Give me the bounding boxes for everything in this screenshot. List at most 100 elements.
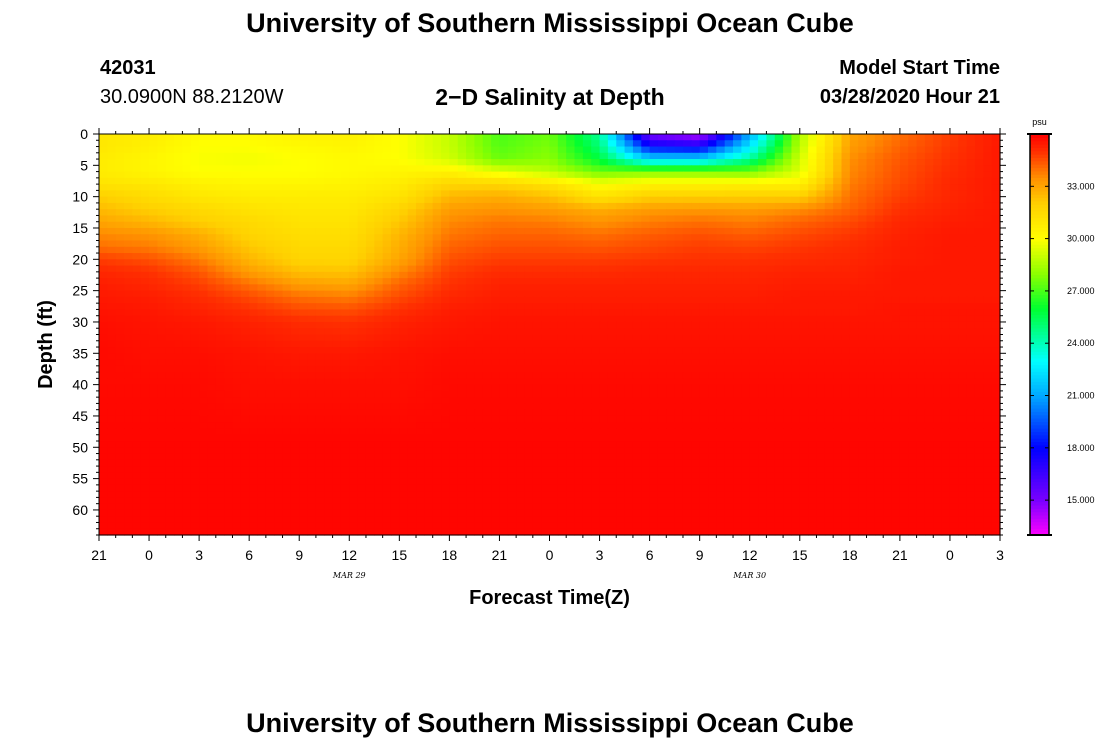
- heatmap-cell: [491, 372, 501, 379]
- heatmap-cell: [165, 221, 175, 229]
- heatmap-cell: [474, 253, 484, 260]
- heatmap-cell: [783, 415, 793, 423]
- heatmap-cell: [866, 221, 876, 229]
- heatmap-cell: [557, 397, 567, 405]
- heatmap-cell: [174, 227, 184, 235]
- heatmap-cell: [390, 290, 400, 298]
- heatmap-cell: [99, 403, 108, 411]
- heatmap-cell: [866, 378, 876, 386]
- heatmap-cell: [582, 171, 592, 179]
- heatmap-cell: [983, 184, 993, 191]
- heatmap-cell: [407, 372, 417, 379]
- heatmap-cell: [616, 227, 626, 235]
- heatmap-cell: [632, 253, 642, 260]
- heatmap-cell: [491, 309, 501, 317]
- heatmap-cell: [349, 177, 359, 185]
- heatmap-cell: [382, 196, 392, 204]
- heatmap-cell: [199, 353, 209, 361]
- heatmap-cell: [315, 234, 325, 242]
- heatmap-cell: [382, 359, 392, 367]
- heatmap-cell: [424, 334, 434, 342]
- heatmap-cell: [282, 190, 292, 198]
- heatmap-cell: [866, 340, 876, 348]
- heatmap-cell: [491, 177, 501, 185]
- heatmap-cell: [674, 359, 684, 367]
- heatmap-cell: [699, 378, 709, 386]
- heatmap-cell: [724, 234, 734, 242]
- heatmap-cell: [324, 334, 334, 342]
- heatmap-cell: [716, 271, 726, 279]
- heatmap-cell: [924, 184, 934, 191]
- heatmap-cell: [766, 290, 776, 298]
- heatmap-cell: [257, 271, 267, 279]
- heatmap-cell: [524, 227, 534, 235]
- heatmap-cell: [399, 315, 409, 323]
- heatmap-cell: [449, 347, 459, 354]
- heatmap-cell: [99, 221, 108, 229]
- heatmap-cell: [240, 321, 250, 329]
- heatmap-cell: [224, 315, 234, 323]
- heatmap-cell: [541, 165, 551, 173]
- heatmap-cell: [983, 390, 993, 398]
- heatmap-cell: [557, 315, 567, 323]
- heatmap-cell: [991, 202, 1001, 210]
- heatmap-cell: [866, 303, 876, 311]
- heatmap-cell: [249, 359, 259, 367]
- heatmap-cell: [274, 152, 284, 160]
- heatmap-cell: [349, 140, 359, 148]
- heatmap-cell: [324, 353, 334, 361]
- heatmap-cell: [824, 378, 834, 386]
- heatmap-cell: [516, 184, 526, 191]
- heatmap-cell: [699, 152, 709, 160]
- heatmap-cell: [257, 422, 267, 430]
- heatmap-cell: [708, 240, 717, 248]
- heatmap-cell: [532, 134, 542, 141]
- heatmap-cell: [215, 303, 225, 311]
- heatmap-cell: [407, 278, 417, 285]
- heatmap-cell: [974, 234, 984, 242]
- heatmap-cell: [324, 309, 334, 317]
- heatmap-cell: [115, 303, 125, 311]
- heatmap-cell: [224, 265, 234, 273]
- heatmap-cell: [424, 321, 434, 329]
- heatmap-cell: [924, 202, 934, 210]
- heatmap-cell: [474, 240, 484, 248]
- heatmap-cell: [207, 347, 217, 354]
- heatmap-cell: [682, 240, 692, 248]
- heatmap-cell: [165, 215, 175, 223]
- heatmap-cell: [507, 384, 517, 392]
- heatmap-cell: [774, 284, 784, 292]
- heatmap-cell: [349, 246, 359, 254]
- heatmap-cell: [858, 152, 868, 160]
- heatmap-cell: [758, 347, 767, 354]
- heatmap-cell: [282, 146, 292, 154]
- heatmap-cell: [674, 159, 684, 166]
- heatmap-cell: [616, 209, 626, 217]
- heatmap-cell: [340, 347, 350, 354]
- heatmap-cell: [482, 415, 492, 423]
- heatmap-cell: [290, 278, 300, 285]
- heatmap-cell: [365, 372, 375, 379]
- heatmap-cell: [699, 253, 709, 260]
- heatmap-cell: [499, 259, 509, 267]
- heatmap-cell: [149, 196, 158, 204]
- heatmap-cell: [941, 328, 951, 336]
- heatmap-cell: [340, 152, 350, 160]
- heatmap-cell: [549, 290, 559, 298]
- heatmap-cell: [149, 159, 158, 166]
- heatmap-cell: [274, 359, 284, 367]
- heatmap-cell: [199, 215, 209, 223]
- heatmap-cell: [107, 422, 117, 430]
- heatmap-cell: [115, 328, 125, 336]
- heatmap-cell: [566, 271, 576, 279]
- heatmap-cell: [324, 296, 334, 304]
- heatmap-cell: [491, 409, 501, 417]
- heatmap-cell: [466, 384, 476, 392]
- heatmap-cell: [432, 196, 442, 204]
- heatmap-cell: [274, 378, 284, 386]
- heatmap-cell: [482, 221, 492, 229]
- heatmap-cell: [682, 159, 692, 166]
- heatmap-cell: [466, 240, 476, 248]
- heatmap-cell: [657, 390, 667, 398]
- heatmap-cell: [332, 253, 342, 260]
